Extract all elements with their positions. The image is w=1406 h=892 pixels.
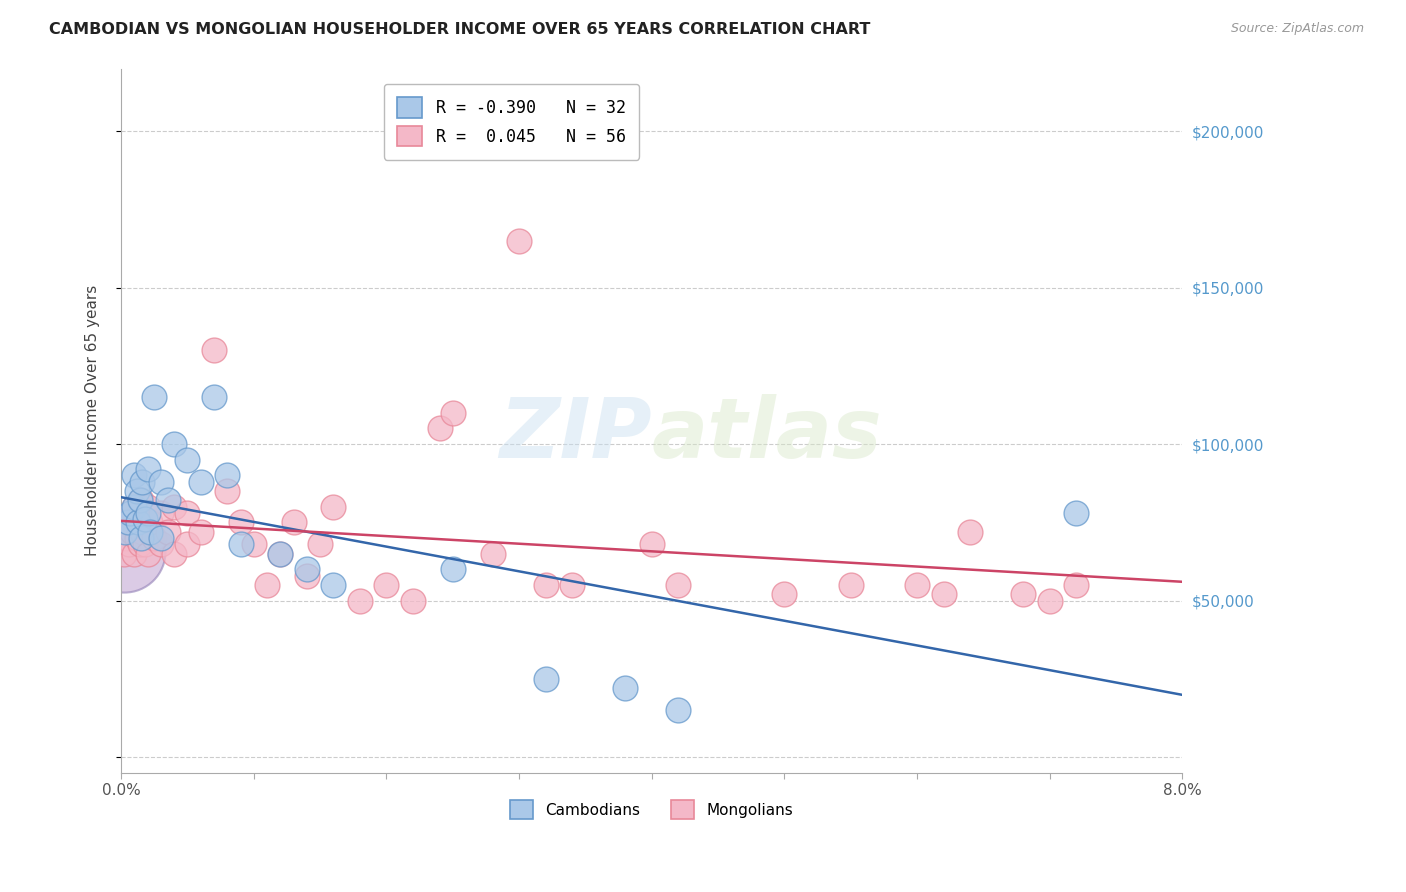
Point [190, 524, 212, 539]
Point [229, 516, 252, 530]
Point [131, 524, 153, 539]
Point [139, 516, 162, 530]
Point [1064, 578, 1087, 592]
Point [124, 547, 146, 561]
Point [441, 406, 464, 420]
Point [773, 587, 796, 601]
Point [149, 506, 172, 520]
Point [283, 516, 305, 530]
Point [156, 493, 179, 508]
Point [134, 537, 156, 551]
Point [112, 543, 135, 558]
Point [136, 506, 159, 520]
Point [295, 562, 318, 576]
Point [120, 516, 142, 530]
Point [309, 537, 332, 551]
Point [143, 390, 166, 404]
Point [176, 452, 198, 467]
Point [1064, 506, 1087, 520]
Point [149, 475, 172, 489]
Point [561, 578, 583, 592]
Point [176, 506, 198, 520]
Point [429, 421, 451, 435]
Point [121, 524, 143, 539]
Point [534, 672, 557, 686]
Point [143, 531, 166, 545]
Point [124, 468, 146, 483]
Point [134, 512, 156, 526]
Point [118, 537, 141, 551]
Text: atlas: atlas [652, 394, 883, 475]
Legend: Cambodians, Mongolians: Cambodians, Mongolians [505, 794, 799, 825]
Point [120, 506, 142, 520]
Point [269, 547, 291, 561]
Point [441, 562, 464, 576]
Point [243, 537, 266, 551]
Point [666, 703, 689, 717]
Point [122, 506, 145, 520]
Point [256, 578, 278, 592]
Point [131, 475, 153, 489]
Point [217, 468, 239, 483]
Point [402, 593, 425, 607]
Point [959, 524, 981, 539]
Point [190, 475, 212, 489]
Point [508, 234, 530, 248]
Point [163, 500, 186, 514]
Point [322, 500, 344, 514]
Point [149, 537, 172, 551]
Text: Source: ZipAtlas.com: Source: ZipAtlas.com [1230, 22, 1364, 36]
Point [127, 516, 149, 530]
Point [666, 578, 689, 592]
Y-axis label: Householder Income Over 65 years: Householder Income Over 65 years [86, 285, 100, 557]
Point [136, 500, 159, 514]
Point [349, 593, 371, 607]
Point [176, 537, 198, 551]
Point [125, 484, 148, 499]
Text: ZIP: ZIP [499, 394, 652, 475]
Point [129, 493, 152, 508]
Point [641, 537, 664, 551]
Point [375, 578, 398, 592]
Point [839, 578, 862, 592]
Point [905, 578, 928, 592]
Point [125, 531, 148, 545]
Point [112, 547, 135, 561]
Point [1039, 593, 1062, 607]
Point [534, 578, 557, 592]
Point [114, 524, 136, 539]
Point [117, 516, 139, 530]
Point [124, 500, 146, 514]
Point [202, 390, 225, 404]
Point [128, 537, 150, 551]
Point [115, 531, 138, 545]
Point [217, 484, 239, 499]
Point [139, 524, 162, 539]
Point [124, 500, 146, 514]
Point [127, 516, 149, 530]
Point [322, 578, 344, 592]
Point [163, 437, 186, 451]
Point [1012, 587, 1035, 601]
Point [163, 547, 186, 561]
Point [202, 343, 225, 358]
Text: CAMBODIAN VS MONGOLIAN HOUSEHOLDER INCOME OVER 65 YEARS CORRELATION CHART: CAMBODIAN VS MONGOLIAN HOUSEHOLDER INCOM… [49, 22, 870, 37]
Point [128, 493, 150, 508]
Point [481, 547, 503, 561]
Point [149, 531, 172, 545]
Point [136, 547, 159, 561]
Point [229, 537, 252, 551]
Point [156, 524, 179, 539]
Point [269, 547, 291, 561]
Point [136, 462, 159, 476]
Point [295, 568, 318, 582]
Point [614, 681, 637, 696]
Point [129, 531, 152, 545]
Point [932, 587, 955, 601]
Point [117, 524, 139, 539]
